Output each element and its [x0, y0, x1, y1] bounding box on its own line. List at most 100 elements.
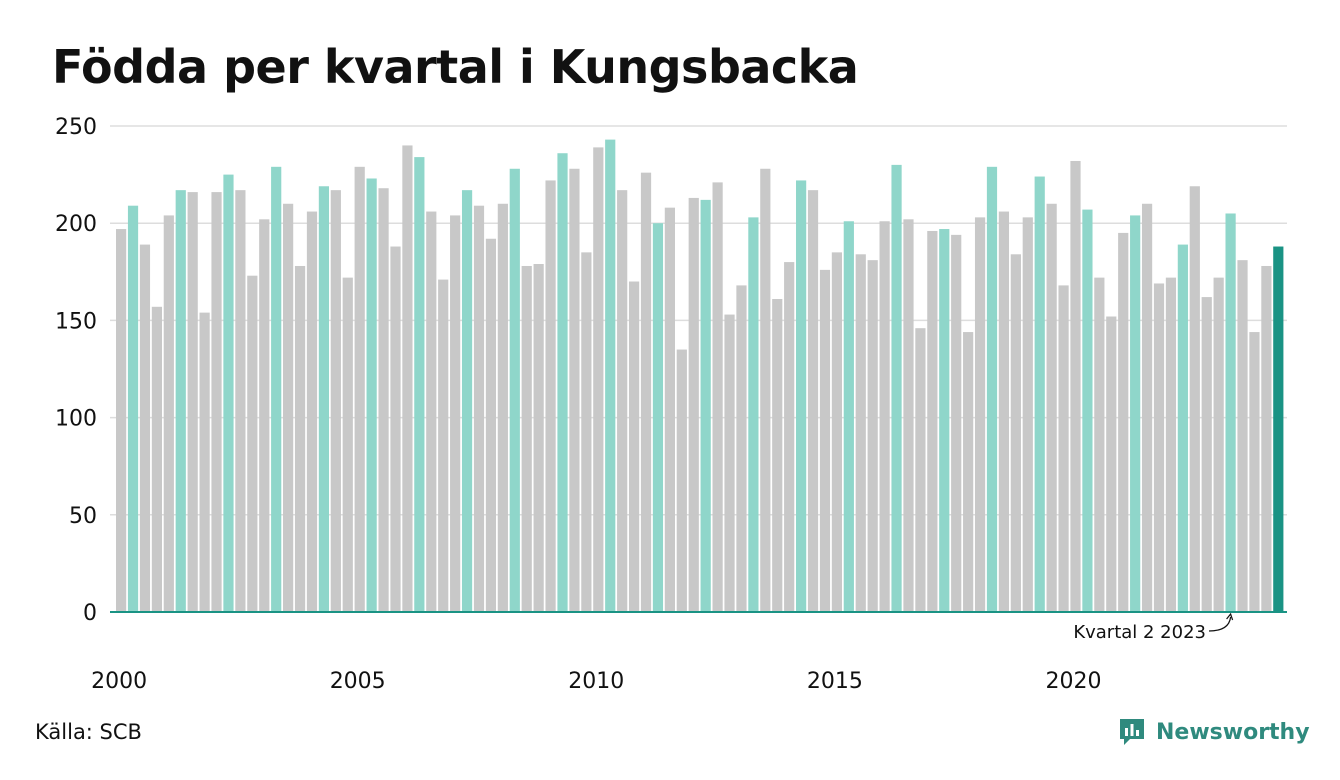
bar: [688, 197, 699, 612]
x-tick-label: 2010: [568, 669, 624, 694]
bar: [509, 168, 520, 612]
bar: [235, 190, 246, 612]
bar: [927, 230, 938, 613]
bar: [1094, 277, 1105, 612]
bar: [1189, 186, 1200, 612]
x-axis-ticks: 2000 2005 2010 2015 2020: [91, 669, 1101, 694]
bar: [593, 147, 604, 612]
bar: [748, 217, 759, 612]
bar: [951, 234, 962, 613]
bar: [891, 164, 902, 612]
bar: [450, 215, 461, 613]
bar: [915, 328, 926, 612]
bar: [796, 180, 807, 612]
annotation-arrow: [1208, 616, 1232, 632]
bar: [163, 215, 174, 613]
bar: [1249, 332, 1260, 612]
bar: [1261, 265, 1272, 612]
bar: [533, 264, 544, 612]
y-tick-label: 150: [55, 309, 97, 334]
bar: [438, 279, 449, 612]
bar: [521, 265, 532, 612]
bar: [605, 139, 616, 613]
bar: [676, 349, 687, 612]
bar: [1118, 232, 1129, 613]
bar: [1201, 297, 1212, 612]
bar: [390, 246, 401, 612]
brand-logo: Newsworthy: [1118, 712, 1310, 752]
bar: [247, 275, 258, 612]
bar: [784, 262, 795, 612]
bar: [843, 221, 854, 612]
bar: [175, 190, 186, 612]
bar: [223, 174, 234, 612]
bar: [724, 314, 735, 612]
bar: [414, 157, 425, 612]
bar: [1225, 213, 1236, 613]
bar: [306, 211, 318, 613]
bar: [819, 269, 831, 612]
bar: [867, 260, 878, 612]
bar: [366, 178, 377, 613]
bar: [879, 221, 890, 612]
bar: [283, 203, 294, 612]
bar: [974, 217, 986, 612]
bar: [1273, 246, 1284, 612]
source-label: Källa: SCB: [35, 720, 142, 744]
bar: [187, 192, 198, 612]
annotation-arrow-head: [1226, 612, 1234, 621]
bar: [199, 312, 210, 612]
bar: [139, 244, 151, 612]
y-axis-ticks: 0 50 100 150 200 250: [55, 115, 97, 626]
bar: [1058, 285, 1069, 612]
bar: [831, 252, 842, 613]
bars: [116, 139, 1284, 613]
bar: [461, 190, 473, 612]
bar: [318, 186, 330, 612]
bar: [986, 166, 998, 612]
y-tick-label: 250: [55, 115, 97, 140]
bar: [581, 252, 592, 613]
bar: [402, 145, 413, 612]
bar: [772, 299, 783, 612]
y-tick-label: 200: [55, 212, 97, 237]
newsworthy-logo-icon: [1120, 719, 1144, 745]
bar: [378, 188, 389, 612]
bar: [963, 332, 974, 612]
bar: [617, 190, 628, 612]
bar: [760, 168, 771, 612]
bar: [998, 211, 1010, 613]
bar: [1237, 260, 1248, 612]
bar: [354, 166, 365, 612]
bar: [1010, 254, 1021, 613]
bar: [545, 180, 556, 612]
bar: [939, 229, 950, 612]
bar: [807, 190, 819, 612]
bar: [1141, 203, 1153, 612]
bar: [485, 238, 497, 612]
bar: [700, 199, 711, 612]
chart-title: Födda per kvartal i Kungsbacka: [52, 40, 859, 94]
x-tick-label: 2005: [330, 669, 386, 694]
bar: [1082, 209, 1093, 612]
y-tick-label: 0: [83, 601, 97, 626]
bar: [652, 223, 664, 612]
bar: [1034, 176, 1045, 613]
y-tick-label: 50: [69, 504, 97, 529]
bar: [1046, 203, 1057, 612]
bar: [116, 229, 127, 612]
bar: [211, 192, 222, 612]
brand-name: Newsworthy: [1156, 719, 1310, 745]
x-tick-label: 2015: [807, 669, 863, 694]
bar: [151, 306, 162, 612]
bar: [1213, 277, 1224, 612]
bar: [1177, 244, 1188, 612]
bar: [736, 285, 747, 612]
bar: [712, 182, 723, 612]
bar: [127, 205, 139, 612]
bar: [259, 219, 270, 612]
bar: [1165, 277, 1177, 612]
bar: [903, 219, 914, 612]
bar: [1106, 316, 1117, 612]
